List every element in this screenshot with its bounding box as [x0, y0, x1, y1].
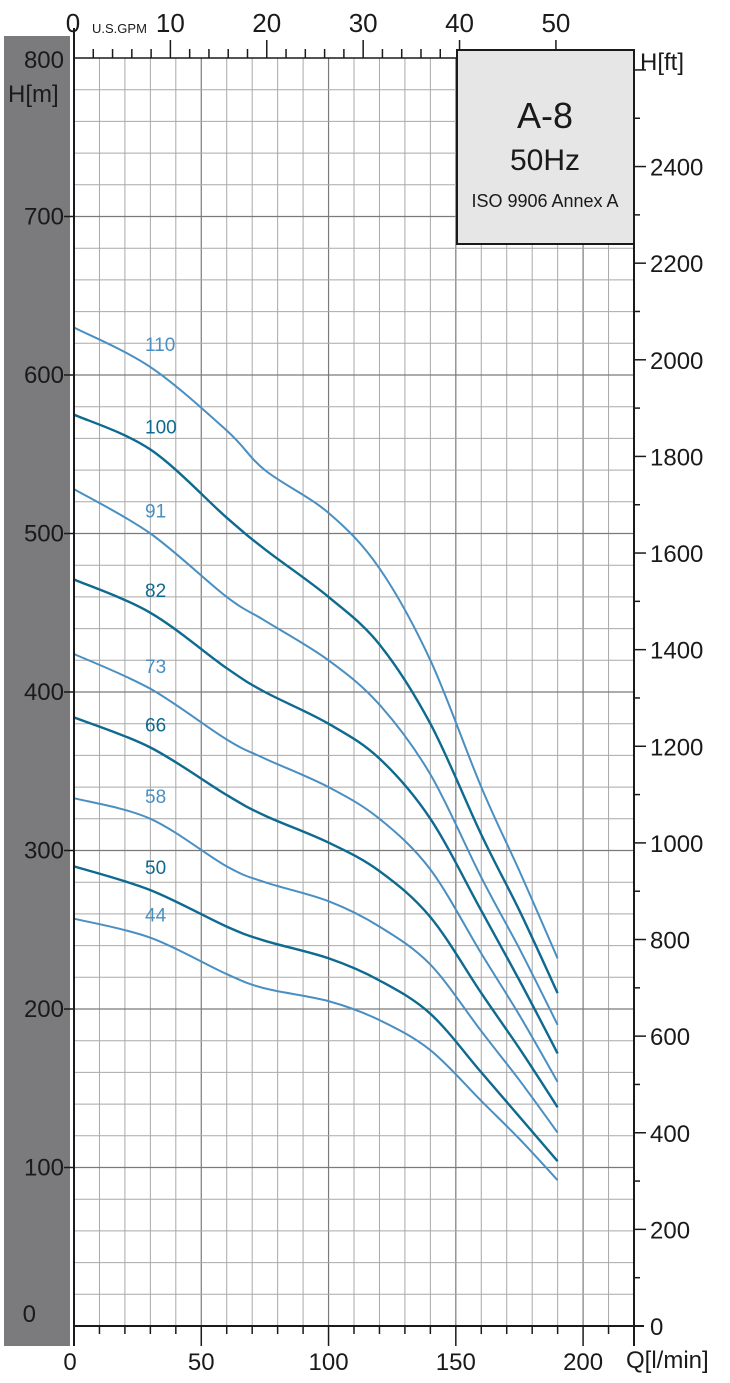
x-top-tick-label: 50: [541, 8, 570, 38]
x-axis-label: Q[l/min]: [626, 1347, 709, 1374]
curve-91: [73, 488, 559, 1026]
y-axis-label: H[m]: [8, 81, 59, 108]
y-tick-label: 300: [24, 838, 64, 865]
x-top-tick-label: 30: [349, 8, 378, 38]
curve-labels: 110 100 91 82 73 66 58 50 44: [145, 335, 177, 927]
x-top-tick-label: 10: [156, 8, 185, 38]
x-top-tick-label: 40: [445, 8, 474, 38]
x-top-tick-label: 20: [252, 8, 281, 38]
y-right-tick-label: 2200: [650, 251, 703, 278]
y-tick-label: 800: [24, 47, 64, 74]
x-tick-label: 50: [188, 1349, 215, 1376]
y-right-tick-label: 200: [650, 1217, 690, 1244]
x-top-axis-label: U.S.GPM: [92, 21, 147, 36]
x-tick-label: 100: [309, 1349, 349, 1376]
curve-label-82: 82: [145, 581, 166, 602]
left-sidebar-band: [4, 36, 70, 1346]
curve-100: [73, 413, 559, 994]
y-right-tick-label: 1800: [650, 444, 703, 471]
curve-110: [73, 326, 559, 959]
x-top-tick-label: 0: [66, 8, 80, 38]
curve-label-100: 100: [145, 417, 177, 438]
y-tick-label: 500: [24, 521, 64, 548]
curve-label-44: 44: [145, 906, 167, 927]
chart-frequency: 50Hz: [510, 144, 580, 177]
curve-50: [73, 865, 559, 1162]
y-right-tick-label: 800: [650, 928, 690, 955]
curve-82: [73, 578, 559, 1054]
curve-58: [73, 797, 559, 1134]
axes: 0 50 100 150 2000100200300400500600700800020…: [23, 8, 704, 1376]
curve-44: [73, 917, 559, 1181]
curve-label-73: 73: [145, 657, 166, 678]
y-right-tick-label: 1400: [650, 638, 703, 665]
curve-label-91: 91: [145, 502, 166, 523]
info-box: A-8 50Hz ISO 9906 Annex A: [456, 49, 635, 245]
curve-label-110: 110: [145, 335, 175, 356]
y-tick-label: 400: [24, 679, 64, 706]
curve-label-58: 58: [145, 787, 166, 808]
y-right-tick-label: 1600: [650, 541, 703, 568]
y-tick-label: 0: [23, 1301, 36, 1328]
curve-73: [73, 653, 559, 1083]
y-right-tick-label: 400: [650, 1121, 690, 1148]
x-tick-label: 150: [436, 1349, 476, 1376]
x-tick-label: 0: [63, 1349, 76, 1376]
curve-label-66: 66: [145, 715, 166, 736]
y-right-axis-label: H[ft]: [640, 49, 684, 76]
curve-series: [73, 326, 559, 1181]
y-right-tick-label: 2000: [650, 348, 703, 375]
y-right-tick-label: 1000: [650, 831, 703, 858]
curve-label-50: 50: [145, 858, 166, 879]
chart-standard: ISO 9906 Annex A: [471, 191, 618, 211]
x-tick-label: 200: [563, 1349, 603, 1376]
y-right-tick-label: 2400: [650, 155, 703, 182]
info-box-background: [456, 49, 635, 245]
y-tick-label: 200: [24, 996, 64, 1023]
y-right-tick-label: 1200: [650, 734, 703, 761]
grid-lines: [74, 58, 634, 1326]
curve-66: [73, 716, 559, 1108]
y-right-tick-label: 600: [650, 1024, 690, 1051]
y-tick-label: 600: [24, 362, 64, 389]
y-tick-label: 100: [24, 1155, 64, 1182]
y-tick-label: 700: [24, 204, 64, 231]
chart-title: A-8: [517, 95, 573, 136]
y-right-tick-label: 0: [650, 1314, 663, 1341]
